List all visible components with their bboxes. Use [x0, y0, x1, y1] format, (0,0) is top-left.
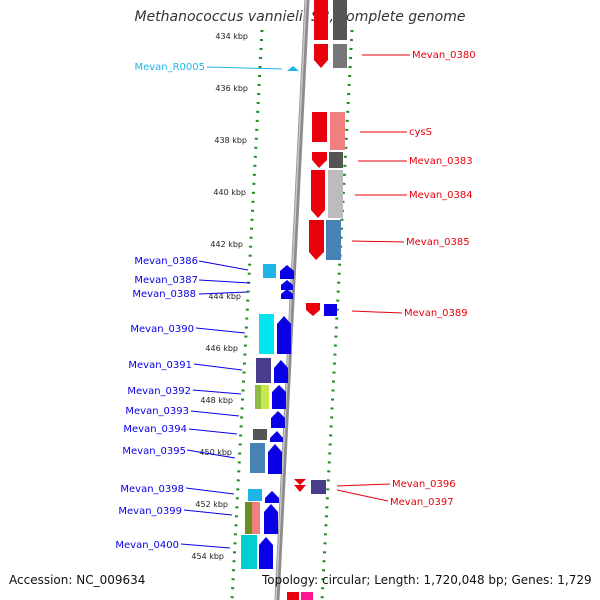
- gene-block: [263, 264, 276, 278]
- tick-label: 444 kbp: [208, 292, 241, 301]
- gene-block: [259, 314, 274, 354]
- gene-block: [333, 0, 347, 40]
- gene-label-reverse: Mevan_0390: [130, 324, 194, 335]
- gene-label-reverse: Mevan_0398: [120, 484, 184, 495]
- gene-arrow: [259, 537, 273, 569]
- tick-label: 436 kbp: [215, 84, 248, 93]
- gene-arrow: [271, 411, 285, 428]
- gene-arrow: [268, 444, 282, 474]
- gene-block: [248, 489, 262, 501]
- tick-label: 440 kbp: [213, 188, 246, 197]
- gene-arrow: [280, 265, 294, 279]
- gene-block: [245, 502, 252, 534]
- gene-arrow: [314, 0, 328, 40]
- gene-label-forward: Mevan_0385: [406, 237, 470, 248]
- gene-arrow: [274, 360, 288, 383]
- tick-label: 438 kbp: [214, 136, 247, 145]
- gene-block: [287, 592, 299, 600]
- gene-label-forward: Mevan_0396: [392, 479, 456, 490]
- gene-label-reverse: Mevan_0399: [118, 506, 182, 517]
- accession-text: Accession: NC_009634: [9, 573, 146, 587]
- gene-label-forward: cysS: [409, 127, 432, 138]
- gene-arrow: [314, 44, 328, 68]
- gene-arrow: [281, 280, 293, 290]
- gene-block: [253, 429, 267, 440]
- gene-arrow: [294, 479, 306, 485]
- gene-block: [250, 443, 265, 473]
- gene-block: [311, 480, 326, 494]
- gene-arrow: [277, 316, 291, 354]
- gene-label-forward: Mevan_0384: [409, 190, 473, 201]
- gene-label-reverse: Mevan_0400: [115, 540, 179, 551]
- gene-block: [333, 44, 347, 68]
- gene-label-reverse: Mevan_0388: [132, 289, 196, 300]
- gene-arrow: [264, 504, 278, 534]
- gene-block: [301, 592, 313, 600]
- tick-label: 454 kbp: [191, 552, 224, 561]
- gene-block: [256, 358, 271, 383]
- reverse-strand-genes: [241, 66, 299, 569]
- forward-strand-genes: [294, 0, 347, 494]
- topology-text: Topology: circular; Length: 1,720,048 bp…: [262, 573, 592, 587]
- gene-label-rna: Mevan_R0005: [134, 62, 205, 73]
- tick-label: 446 kbp: [205, 344, 238, 353]
- map-title: Methanococcus vannielii SB, complete gen…: [134, 9, 466, 25]
- gene-block: [241, 535, 257, 569]
- tick-label: 452 kbp: [195, 500, 228, 509]
- tick-label: 434 kbp: [215, 32, 248, 41]
- gene-arrow: [270, 431, 283, 442]
- gene-label-reverse: Mevan_0386: [134, 256, 198, 267]
- gene-block: [328, 170, 343, 218]
- gene-arrow: [309, 220, 324, 260]
- gene-arrow: [265, 491, 279, 503]
- gene-arrow: [311, 170, 325, 218]
- gene-label-reverse: Mevan_0391: [128, 360, 192, 371]
- gene-arrow: [312, 112, 327, 142]
- gene-label-reverse: Mevan_0392: [127, 386, 191, 397]
- gene-block: [329, 152, 343, 168]
- gene-label-forward: Mevan_0383: [409, 156, 473, 167]
- genome-backbone: [274, 0, 310, 600]
- tick-label: 450 kbp: [199, 448, 232, 457]
- gene-arrow: [294, 485, 306, 492]
- gene-block: [330, 112, 345, 150]
- gene-label-forward: Mevan_0389: [404, 308, 468, 319]
- tick-label: 448 kbp: [200, 396, 233, 405]
- gene-label-forward: Mevan_0397: [390, 497, 454, 508]
- gene-label-reverse: Mevan_0393: [125, 406, 189, 417]
- gene-arrow: [272, 385, 286, 409]
- gene-block: [255, 385, 261, 409]
- gene-label-reverse: Mevan_0394: [123, 424, 187, 435]
- gene-arrow: [306, 303, 320, 316]
- rna-arrow: [287, 66, 299, 71]
- tick-label: 442 kbp: [210, 240, 243, 249]
- gene-block: [324, 304, 337, 316]
- gene-label-reverse: Mevan_0395: [122, 446, 186, 457]
- gene-label-forward: Mevan_0380: [412, 50, 476, 61]
- gene-block: [252, 502, 260, 534]
- gene-label-reverse: Mevan_0387: [134, 275, 198, 286]
- gene-block: [326, 220, 341, 260]
- gene-arrow: [281, 289, 293, 299]
- gene-block: [261, 385, 269, 409]
- gene-arrow: [312, 152, 327, 168]
